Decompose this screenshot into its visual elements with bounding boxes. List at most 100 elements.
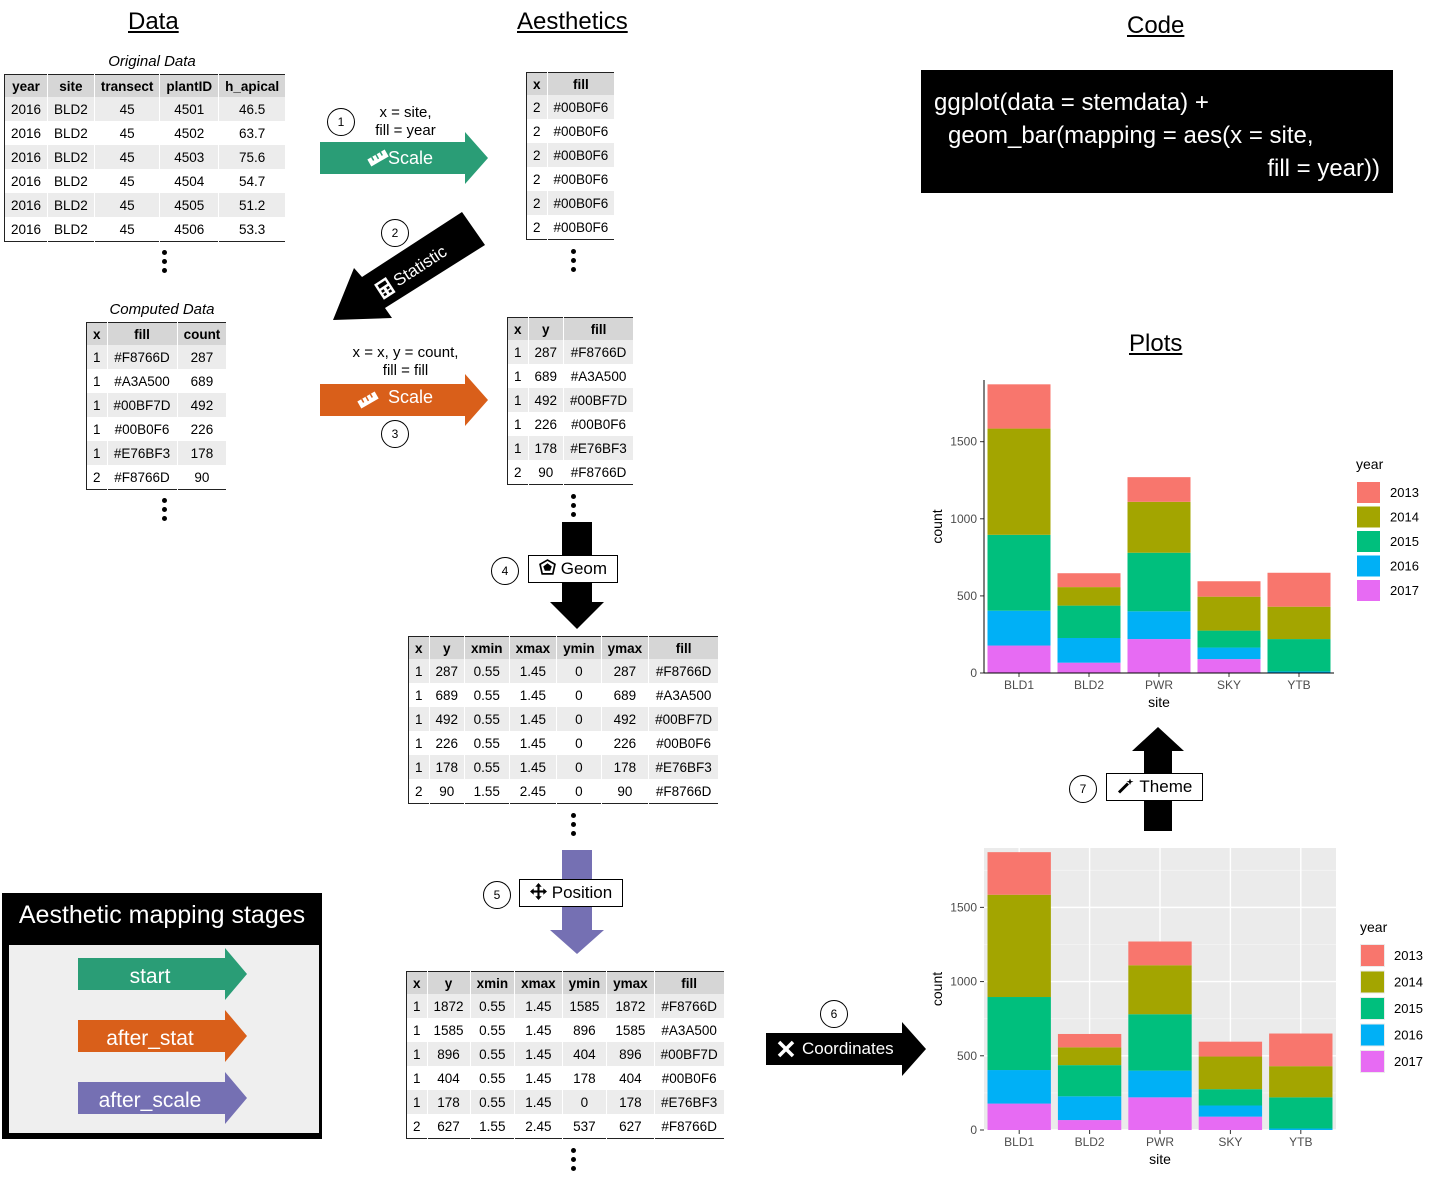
- table-cell: 1.45: [509, 683, 558, 707]
- y-tick-label: 1000: [950, 512, 977, 526]
- table-row: 2 #00B0F6: [526, 143, 616, 167]
- table-cell: 1: [408, 707, 430, 731]
- computed-data-table-wrap: x fill count 1 #F8766D 287 1 #A3A500 689 1 #00BF7D…: [86, 322, 228, 490]
- table-cell: 1: [406, 994, 428, 1018]
- table-cell: 1.45: [514, 1042, 563, 1066]
- table-cell: 492: [601, 707, 650, 731]
- table-cell: 1: [507, 388, 529, 412]
- table-cell: 1.55: [470, 1114, 516, 1139]
- table-cell: 492: [528, 388, 565, 412]
- legend-swatch: [1361, 971, 1384, 993]
- table-cell: BLD2: [47, 217, 95, 242]
- step7-number: 7: [1069, 775, 1097, 803]
- table-cell: 1: [408, 755, 430, 779]
- legend-item-label: 2014: [1394, 975, 1423, 990]
- table-cell: 4502: [159, 121, 220, 145]
- legend-item-label: 2013: [1390, 485, 1419, 500]
- table-cell: 54.7: [218, 169, 287, 193]
- table-cell: 689: [528, 364, 565, 388]
- legend-swatch: [1357, 555, 1380, 577]
- legend-item-label: 2015: [1394, 1001, 1423, 1016]
- table-cell: #F8766D: [563, 340, 635, 364]
- table-cell: 2.45: [509, 779, 558, 804]
- column-header: ymax: [606, 971, 655, 994]
- bar-segment: [1267, 671, 1331, 673]
- column-header: h_apical: [218, 74, 287, 97]
- stage-after-scale-arrow: after_scale: [78, 1072, 247, 1124]
- ruler-icon: [367, 149, 389, 167]
- legend-swatch: [1361, 1051, 1384, 1072]
- table-cell: 4503: [159, 145, 220, 169]
- step6-number: 6: [820, 1000, 848, 1028]
- table-row: 2 #00B0F6: [526, 119, 616, 143]
- table-cell: 1: [406, 1018, 428, 1042]
- table-cell: 51.2: [218, 193, 287, 217]
- table-cell: 1: [507, 412, 529, 436]
- heading-aesthetics: Aesthetics: [517, 8, 628, 35]
- table-row: 1 689 0.55 1.45 0 689 #A3A500: [408, 683, 720, 707]
- more-rows-icon: [571, 249, 577, 276]
- column-header: y: [427, 971, 471, 994]
- x-tick-label: YTB: [1287, 678, 1310, 692]
- table-cell: 1: [406, 1042, 428, 1066]
- bar-segment: [1127, 611, 1191, 640]
- table-cell: BLD2: [47, 97, 95, 121]
- position-table-wrap: x y xmin xmax ymin ymax fill 1 1872 0.55 1.45 1585 1…: [406, 971, 725, 1139]
- table-row: 1 #00BF7D 492: [86, 393, 228, 417]
- original-data-table: year site transect plantID h_apical 2016 BLD2 4…: [4, 74, 287, 242]
- table-row: 2 #00B0F6: [526, 191, 616, 215]
- step2-statistic-arrow: Statistic: [333, 212, 485, 320]
- table-cell: 404: [562, 1042, 608, 1066]
- step4-number: 4: [491, 557, 519, 585]
- aes-table-2: x y fill 1 287 #F8766D 1 689 #A3A500 1 492 #00BF7D 1…: [507, 317, 635, 485]
- bar-segment: [1198, 1041, 1263, 1057]
- y-axis-label: count: [929, 509, 945, 543]
- table-cell: 1585: [427, 1018, 471, 1042]
- legend-item-label: 2015: [1390, 534, 1419, 549]
- table-cell: 1.45: [509, 707, 558, 731]
- step5-position-label: Position: [519, 879, 624, 907]
- more-rows-icon: [571, 1148, 577, 1175]
- bar-segment: [1127, 552, 1191, 612]
- table-cell: 1: [507, 436, 529, 460]
- bar-segment: [1197, 659, 1261, 673]
- table-cell: #00B0F6: [547, 191, 616, 215]
- table-cell: 1: [86, 417, 108, 441]
- table-cell: 1.45: [509, 755, 558, 779]
- table-cell: 1.45: [514, 1018, 563, 1042]
- table-cell: 689: [177, 369, 228, 393]
- stage-start-arrow: start: [78, 948, 247, 1000]
- table-cell: 90: [429, 779, 466, 804]
- step2-number: 2: [381, 219, 409, 247]
- table-cell: 1: [406, 1066, 428, 1090]
- table-cell: 627: [427, 1114, 471, 1139]
- table-row: 2 90 1.55 2.45 0 90 #F8766D: [408, 779, 720, 804]
- table-cell: 1: [86, 393, 108, 417]
- bar-segment: [1057, 605, 1121, 638]
- table-row: 2 #00B0F6: [526, 95, 616, 119]
- bar-segment: [1269, 1033, 1333, 1067]
- step3-mapping-line1: x = x, y = count,: [352, 344, 459, 361]
- step1-mapping-line2: fill = year: [375, 122, 436, 139]
- step1-number: 1: [327, 108, 355, 136]
- bar-segment: [987, 384, 1051, 429]
- stages-legend-title: Aesthetic mapping stages: [18, 901, 306, 929]
- table-row: 2016 BLD2 45 4504 54.7: [4, 169, 287, 193]
- table-cell: 45: [94, 121, 161, 145]
- table-cell: 2: [526, 119, 548, 143]
- table-cell: 896: [606, 1042, 655, 1066]
- table-row: 1 #F8766D 287: [86, 345, 228, 369]
- step3-label: Scale: [388, 387, 433, 407]
- calculator-icon: [374, 276, 396, 300]
- table-cell: 2.45: [514, 1114, 563, 1139]
- table-cell: #00B0F6: [654, 1066, 725, 1090]
- table-cell: 1: [408, 659, 430, 683]
- table-cell: BLD2: [47, 145, 95, 169]
- column-header: transect: [94, 74, 161, 97]
- table-cell: 689: [429, 683, 466, 707]
- table-cell: #00B0F6: [547, 167, 616, 191]
- table-cell: 1: [86, 441, 108, 465]
- step1-label: Scale: [388, 148, 433, 168]
- y-tick-label: 0: [970, 666, 977, 680]
- table-cell: 0.55: [464, 707, 510, 731]
